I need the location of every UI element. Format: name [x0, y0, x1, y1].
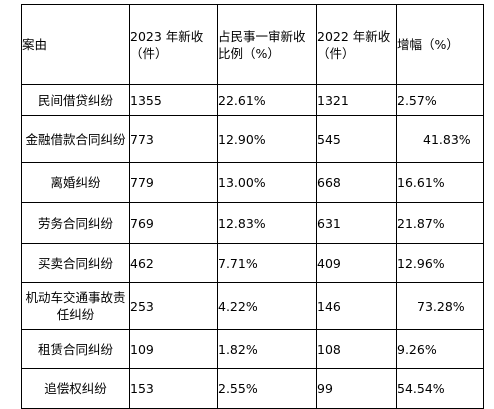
cell-growth: 12.96% — [396, 243, 484, 283]
table-row: 追偿权纠纷 153 2.55% 99 54.54% — [21, 368, 484, 409]
header-share: 占民事一审新收比例（%） — [217, 4, 317, 85]
cell-case: 劳务合同纠纷 — [21, 202, 130, 244]
cell-case: 租赁合同纠纷 — [21, 329, 130, 369]
table-row: 租赁合同纠纷 109 1.82% 108 9.26% — [21, 329, 484, 369]
cell-share: 7.71% — [217, 243, 317, 283]
cell-new-2022: 631 — [316, 202, 397, 244]
header-new-2022: 2022 年新收（件） — [316, 4, 397, 85]
case-statistics-table: 案由 2023 年新收（件） 占民事一审新收比例（%） 2022 年新收（件） … — [21, 4, 484, 409]
header-new-2023: 2023 年新收（件） — [129, 4, 218, 85]
cell-new-2022: 108 — [316, 329, 397, 369]
cell-new-2022: 409 — [316, 243, 397, 283]
cell-new-2023: 153 — [129, 368, 218, 409]
cell-share: 1.82% — [217, 329, 317, 369]
cell-growth: 41.83% — [396, 115, 484, 163]
cell-growth: 9.26% — [396, 329, 484, 369]
cell-growth: 16.61% — [396, 162, 484, 203]
cell-case: 追偿权纠纷 — [21, 368, 130, 409]
cell-new-2023: 253 — [129, 282, 218, 330]
cell-new-2023: 779 — [129, 162, 218, 203]
table-row: 买卖合同纠纷 462 7.71% 409 12.96% — [21, 243, 484, 283]
cell-new-2023: 769 — [129, 202, 218, 244]
cell-share: 13.00% — [217, 162, 317, 203]
cell-new-2023: 1355 — [129, 84, 218, 116]
cell-new-2022: 545 — [316, 115, 397, 163]
table-row: 金融借款合同纠纷 773 12.90% 545 41.83% — [21, 115, 484, 163]
table-row: 劳务合同纠纷 769 12.83% 631 21.87% — [21, 202, 484, 244]
cell-case: 民间借贷纠纷 — [21, 84, 130, 116]
cell-case: 金融借款合同纠纷 — [21, 115, 130, 163]
cell-new-2022: 668 — [316, 162, 397, 203]
cell-share: 12.90% — [217, 115, 317, 163]
cell-new-2022: 99 — [316, 368, 397, 409]
table-row: 机动车交通事故责任纠纷 253 4.22% 146 73.28% — [21, 282, 484, 330]
cell-share: 2.55% — [217, 368, 317, 409]
header-growth: 增幅（%） — [396, 4, 484, 85]
table-row: 离婚纠纷 779 13.00% 668 16.61% — [21, 162, 484, 203]
cell-case: 离婚纠纷 — [21, 162, 130, 203]
cell-share: 4.22% — [217, 282, 317, 330]
cell-new-2022: 1321 — [316, 84, 397, 116]
header-case: 案由 — [21, 4, 130, 85]
cell-share: 22.61% — [217, 84, 317, 116]
cell-new-2023: 773 — [129, 115, 218, 163]
cell-new-2022: 146 — [316, 282, 397, 330]
cell-case: 机动车交通事故责任纠纷 — [21, 282, 130, 330]
cell-growth: 54.54% — [396, 368, 484, 409]
cell-growth: 21.87% — [396, 202, 484, 244]
cell-new-2023: 109 — [129, 329, 218, 369]
cell-share: 12.83% — [217, 202, 317, 244]
cell-case: 买卖合同纠纷 — [21, 243, 130, 283]
table-header-row: 案由 2023 年新收（件） 占民事一审新收比例（%） 2022 年新收（件） … — [21, 4, 484, 85]
cell-growth: 73.28% — [396, 282, 484, 330]
cell-growth: 2.57% — [396, 84, 484, 116]
table-row: 民间借贷纠纷 1355 22.61% 1321 2.57% — [21, 84, 484, 116]
cell-new-2023: 462 — [129, 243, 218, 283]
